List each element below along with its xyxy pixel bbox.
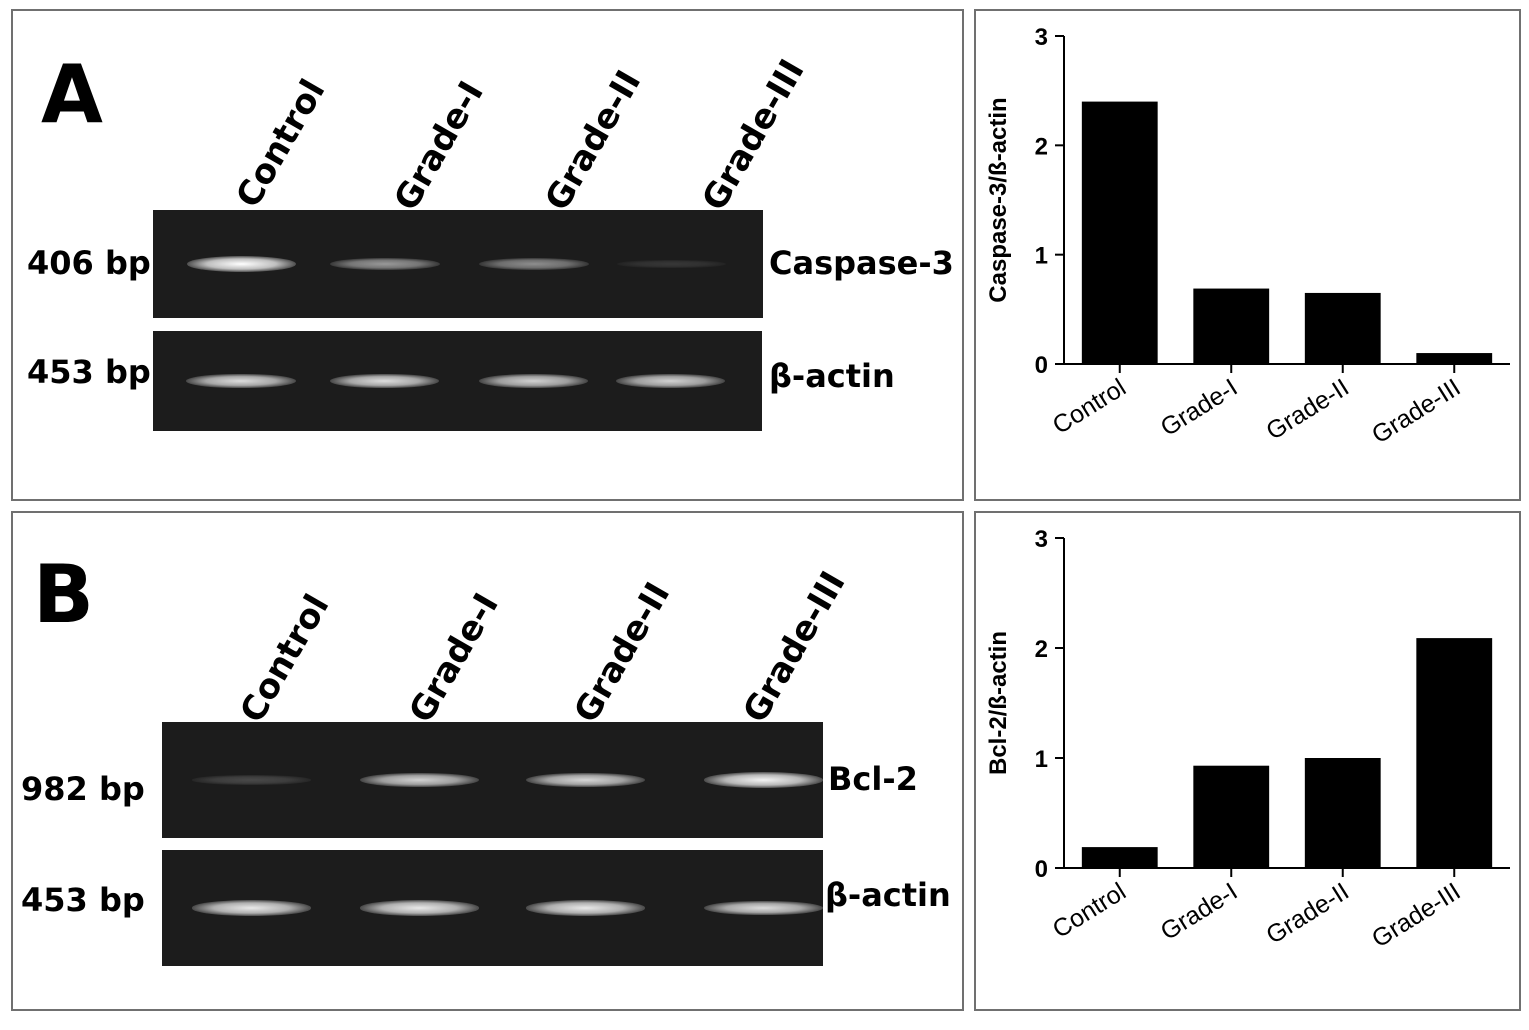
bar: [1304, 758, 1381, 868]
gel-band: [525, 900, 645, 916]
x-tick-label: Grade-I: [1156, 877, 1243, 946]
actin-a-gel: [153, 331, 762, 431]
panel-b-lane-label: Grade-I: [401, 586, 507, 730]
panel-b-lane-label: Grade-II: [566, 575, 679, 730]
y-tick-label: 1: [1035, 746, 1048, 773]
actin-a-gene-label: β-actin: [769, 357, 895, 395]
y-axis-label: Caspase-3/ß-actin: [985, 97, 1012, 302]
panel-a-chart: 0 1 2 3 Control Grade-I Grade-II Grade-III Caspa…: [974, 9, 1521, 501]
panel-a-lane-label: Grade-II: [537, 63, 650, 218]
gel-band: [525, 772, 645, 788]
x-tick-label: Grade-I: [1156, 373, 1243, 442]
gel-band: [704, 772, 823, 788]
gel-band: [329, 257, 440, 271]
x-tick-label: Grade-II: [1261, 373, 1354, 445]
gel-band: [186, 256, 297, 272]
caspase3-gene-label: Caspase-3: [769, 244, 954, 282]
panel-a-letter: A: [41, 48, 103, 141]
y-axis-label: Bcl-2/ß-actin: [985, 631, 1012, 775]
bar: [1416, 353, 1493, 364]
bcl2-chart: 0 1 2 3 Control Grade-I Grade-II Grade-III Bcl-2…: [985, 526, 1510, 953]
x-tick-label: Grade-III: [1367, 877, 1466, 953]
caspase3-gel: [153, 210, 763, 318]
bcl2-gene-label: Bcl-2: [828, 760, 918, 798]
actin-b-gel: [162, 850, 823, 966]
y-tick-label: 2: [1035, 636, 1048, 663]
gel-band: [360, 772, 480, 788]
gel-band: [191, 900, 311, 916]
x-tick-label: Grade-II: [1261, 877, 1354, 949]
y-tick-label: 3: [1035, 526, 1048, 553]
bar: [1081, 101, 1158, 364]
panel-a-lane-label: Grade-I: [386, 74, 492, 218]
actin-a-bp-label: 453 bp: [27, 353, 151, 391]
y-tick-label: 0: [1035, 352, 1048, 379]
panel-a-lane-label: Grade-III: [694, 52, 813, 218]
y-tick-label: 1: [1035, 243, 1048, 270]
gel-band: [704, 900, 823, 916]
caspase3-bp-label: 406 bp: [27, 244, 151, 282]
bar: [1193, 765, 1270, 868]
gel-band: [329, 373, 440, 389]
caspase3-chart: 0 1 2 3 Control Grade-I Grade-II Grade-III Caspa…: [985, 24, 1510, 449]
actin-b-bp-label: 453 bp: [21, 881, 145, 919]
x-tick-label: Control: [1048, 373, 1131, 439]
bcl2-bp-label: 982 bp: [21, 770, 145, 808]
gel-band: [615, 373, 726, 389]
gel-band: [191, 775, 311, 785]
bcl2-gel: [162, 722, 823, 838]
bar: [1081, 847, 1158, 868]
panel-b-lane-label: Grade-III: [735, 564, 854, 730]
gel-band: [616, 259, 727, 269]
panel-a-lane-label: Control: [228, 72, 334, 215]
panel-b-letter: B: [33, 548, 94, 641]
panel-b-gel: B Control Grade-I Grade-II Grade-III 982…: [11, 511, 964, 1011]
gel-band: [478, 373, 589, 389]
bar: [1193, 288, 1270, 364]
panel-b-lane-label: Control: [232, 587, 338, 730]
gel-band: [186, 373, 297, 389]
panel-b-chart: 0 1 2 3 Control Grade-I Grade-II Grade-III Bcl-2…: [974, 511, 1521, 1011]
y-tick-label: 2: [1035, 133, 1048, 160]
gel-band: [479, 258, 590, 270]
actin-b-gene-label: β-actin: [825, 876, 951, 914]
panel-a-gel: A Control Grade-I Grade-II Grade-III 406…: [11, 9, 964, 501]
bar: [1416, 638, 1493, 868]
bar: [1304, 292, 1381, 364]
x-tick-label: Control: [1048, 877, 1131, 943]
gel-band: [360, 900, 480, 916]
x-tick-label: Grade-III: [1367, 373, 1466, 449]
y-tick-label: 3: [1035, 24, 1048, 51]
y-tick-label: 0: [1035, 856, 1048, 883]
